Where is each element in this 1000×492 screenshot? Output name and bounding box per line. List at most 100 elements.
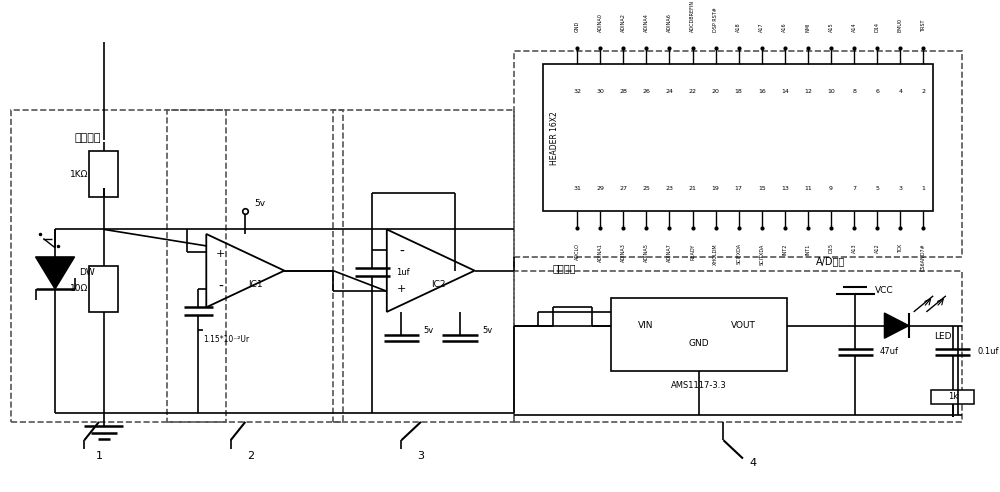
Text: ADINA4: ADINA4: [644, 13, 649, 32]
Text: 16: 16: [758, 90, 766, 94]
Text: 21: 21: [689, 185, 696, 191]
Text: AMS1117-3.3: AMS1117-3.3: [671, 381, 727, 390]
Text: GND: GND: [689, 339, 709, 348]
Text: -: -: [218, 280, 223, 294]
Text: ADCDBREFIN: ADCDBREFIN: [690, 0, 695, 32]
Text: TCK: TCK: [898, 243, 903, 252]
Bar: [11, 110, 226, 422]
Text: ADINA0: ADINA0: [598, 13, 603, 32]
Text: A18: A18: [736, 23, 741, 32]
Text: 24: 24: [665, 90, 673, 94]
Text: 14: 14: [781, 90, 789, 94]
Text: 3: 3: [417, 451, 424, 461]
Text: ADINA1: ADINA1: [598, 243, 603, 262]
Text: IC1: IC1: [248, 280, 262, 289]
Text: -: -: [399, 246, 404, 259]
Text: A13: A13: [852, 243, 857, 253]
Text: 1.15*10⁻²Ur: 1.15*10⁻²Ur: [203, 335, 249, 344]
Text: EMU0: EMU0: [898, 18, 903, 32]
Text: 17: 17: [735, 185, 743, 191]
Text: SCIFXDA: SCIFXDA: [736, 243, 741, 264]
Text: 3: 3: [898, 185, 902, 191]
Text: 0.1uf: 0.1uf: [977, 347, 999, 356]
Text: ADCLO: ADCLO: [575, 243, 580, 260]
Text: DW: DW: [79, 269, 95, 277]
Text: 4: 4: [898, 90, 902, 94]
Text: GND: GND: [575, 21, 580, 32]
Text: INT1: INT1: [805, 243, 810, 254]
Text: 9: 9: [829, 185, 833, 191]
Text: D15: D15: [829, 243, 834, 253]
Text: 6: 6: [875, 90, 879, 94]
Text: 10Ω: 10Ω: [70, 284, 88, 293]
Text: 31: 31: [573, 185, 581, 191]
Text: 25: 25: [642, 185, 650, 191]
Text: A17: A17: [759, 23, 764, 32]
Text: A16: A16: [782, 23, 787, 32]
Text: 4: 4: [749, 458, 756, 468]
Text: 27: 27: [619, 185, 627, 191]
Text: 5v: 5v: [424, 326, 434, 335]
Text: 10: 10: [827, 90, 835, 94]
Text: D14: D14: [875, 22, 880, 32]
Text: 12: 12: [804, 90, 812, 94]
Text: 47uf: 47uf: [880, 347, 899, 356]
Text: 22: 22: [689, 90, 697, 94]
Text: 1: 1: [95, 451, 102, 461]
Text: 20: 20: [712, 90, 720, 94]
Text: 28: 28: [619, 90, 627, 94]
Text: IC2: IC2: [431, 280, 446, 289]
Text: 15: 15: [758, 185, 766, 191]
Bar: [333, 110, 514, 422]
Text: 18: 18: [735, 90, 743, 94]
Text: 5v: 5v: [482, 326, 492, 335]
Text: 13: 13: [781, 185, 789, 191]
Text: A/D转换: A/D转换: [816, 256, 845, 267]
Text: 5: 5: [875, 185, 879, 191]
Text: 1k: 1k: [948, 392, 958, 401]
Bar: [89, 266, 118, 312]
Text: A14: A14: [852, 23, 857, 32]
Text: A12: A12: [875, 243, 880, 253]
Text: ADINA6: ADINA6: [667, 13, 672, 32]
Bar: [931, 390, 974, 403]
Text: XHOLDM: XHOLDM: [713, 243, 718, 265]
Text: 1KΩ: 1KΩ: [70, 170, 88, 179]
Bar: [611, 298, 787, 371]
Text: 29: 29: [596, 185, 604, 191]
Text: 8: 8: [852, 90, 856, 94]
Text: ADINA2: ADINA2: [621, 13, 626, 32]
Text: SCITXDA: SCITXDA: [759, 243, 764, 265]
Text: 1: 1: [922, 185, 925, 191]
Text: 1uf: 1uf: [397, 268, 410, 277]
Bar: [514, 51, 962, 257]
Text: DSP RST#: DSP RST#: [713, 7, 718, 32]
Text: 30: 30: [596, 90, 604, 94]
Text: +: +: [397, 284, 406, 294]
Text: ADINA7: ADINA7: [667, 243, 672, 262]
Text: ADINA5: ADINA5: [644, 243, 649, 262]
Text: CS6AND7#: CS6AND7#: [921, 243, 926, 271]
Text: LED: LED: [934, 332, 952, 341]
Text: 供电电路: 供电电路: [553, 263, 576, 273]
Text: TRST: TRST: [921, 20, 926, 32]
Text: 11: 11: [804, 185, 812, 191]
Bar: [167, 110, 343, 422]
Text: A15: A15: [829, 23, 834, 32]
Text: 2: 2: [921, 90, 925, 94]
Text: 电缆电压: 电缆电压: [75, 133, 101, 143]
Bar: [89, 152, 118, 197]
Text: +: +: [216, 249, 226, 259]
Text: VIN: VIN: [638, 321, 653, 330]
Text: READY: READY: [690, 243, 695, 259]
Text: VCC: VCC: [875, 286, 894, 295]
Bar: [543, 64, 933, 211]
Text: 23: 23: [665, 185, 673, 191]
Text: 7: 7: [852, 185, 856, 191]
Text: HEADER 16X2: HEADER 16X2: [550, 111, 559, 165]
Polygon shape: [884, 313, 909, 338]
Bar: [514, 271, 962, 422]
Text: NMI: NMI: [805, 23, 810, 32]
Text: 5v: 5v: [254, 199, 266, 208]
Text: INT2: INT2: [782, 243, 787, 254]
